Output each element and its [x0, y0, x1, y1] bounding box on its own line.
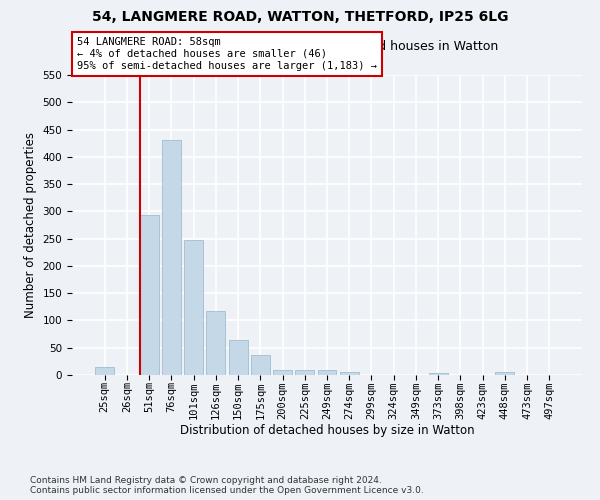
Bar [496, 372, 514, 375]
Text: Contains HM Land Registry data © Crown copyright and database right 2024.
Contai: Contains HM Land Registry data © Crown c… [30, 476, 424, 495]
Bar [340, 372, 359, 375]
Bar [295, 370, 314, 375]
Bar [140, 215, 158, 375]
Bar [95, 367, 114, 375]
Bar [273, 370, 292, 375]
Bar [206, 311, 225, 375]
Bar [317, 370, 337, 375]
Bar [251, 356, 270, 375]
Text: 54 LANGMERE ROAD: 58sqm
← 4% of detached houses are smaller (46)
95% of semi-det: 54 LANGMERE ROAD: 58sqm ← 4% of detached… [77, 38, 377, 70]
X-axis label: Distribution of detached houses by size in Watton: Distribution of detached houses by size … [179, 424, 475, 438]
Title: Size of property relative to detached houses in Watton: Size of property relative to detached ho… [156, 40, 498, 53]
Text: 54, LANGMERE ROAD, WATTON, THETFORD, IP25 6LG: 54, LANGMERE ROAD, WATTON, THETFORD, IP2… [92, 10, 508, 24]
Bar [184, 240, 203, 375]
Y-axis label: Number of detached properties: Number of detached properties [24, 132, 37, 318]
Bar [429, 373, 448, 375]
Bar [229, 340, 248, 375]
Bar [162, 140, 181, 375]
